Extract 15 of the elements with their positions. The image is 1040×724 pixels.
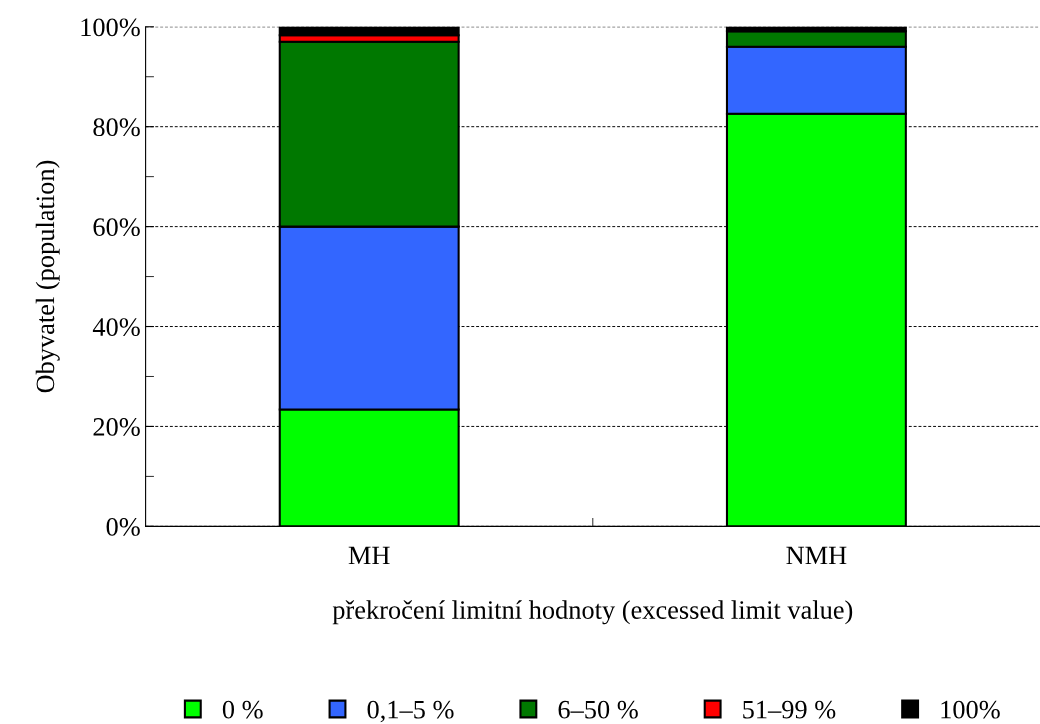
y-tick-label: 80% xyxy=(93,118,140,137)
x-tick-label: NMH xyxy=(786,546,847,565)
y-tick-label: 40% xyxy=(92,318,140,337)
x-axis-title: překročení limitní hodnoty (excessed limit value) xyxy=(332,600,853,625)
y-axis-title: Obyvatel (population) xyxy=(35,160,60,393)
legend-label: 0 % xyxy=(222,700,263,719)
y-tick-label: 100% xyxy=(81,18,140,37)
legend-label: 6–50 % xyxy=(558,700,638,719)
legend-label: 100% xyxy=(941,700,1000,719)
legend-label: 0,1–5 % xyxy=(367,700,454,723)
y-tick-label: 0% xyxy=(106,517,140,536)
legend-label: 51–99 % xyxy=(743,700,836,719)
x-tick-label: MH xyxy=(348,546,390,565)
y-tick-label: 20% xyxy=(93,418,140,436)
y-tick-label: 60% xyxy=(93,218,140,237)
